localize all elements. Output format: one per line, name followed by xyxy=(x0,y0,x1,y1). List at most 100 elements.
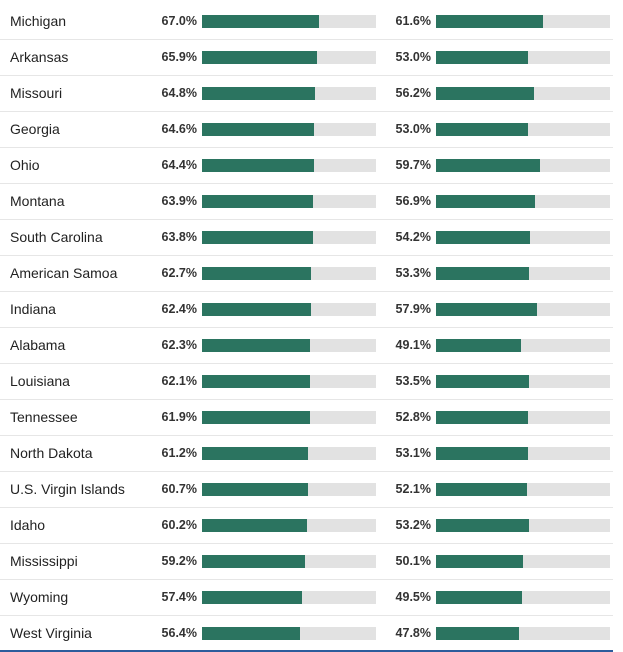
value-label-a: 61.2% xyxy=(161,446,197,460)
table-row: Arkansas 65.9% 53.0% xyxy=(0,40,613,76)
bar-track-b xyxy=(436,447,610,460)
bar-track-a xyxy=(202,87,376,100)
bar-track-a xyxy=(202,195,376,208)
bar-track-b xyxy=(436,15,610,28)
state-name: Michigan xyxy=(10,13,67,29)
bar-track-b xyxy=(436,195,610,208)
value-label-b: 50.1% xyxy=(395,554,431,568)
table-row: American Samoa 62.7% 53.3% xyxy=(0,256,613,292)
table-row: Montana 63.9% 56.9% xyxy=(0,184,613,220)
bar-fill-a xyxy=(202,87,315,100)
bar-fill-a xyxy=(202,267,312,280)
bar-fill-b xyxy=(436,267,529,280)
bar-track-a xyxy=(202,159,376,172)
state-name: Wyoming xyxy=(10,589,69,605)
bar-track-b xyxy=(436,411,610,424)
bar-track-a xyxy=(202,483,376,496)
bar-track-a xyxy=(202,267,376,280)
bar-fill-a xyxy=(202,15,319,28)
state-bar-table: Michigan 67.0% 61.6% Arkansas 65.9% 53.0% Miss… xyxy=(0,4,613,652)
bar-fill-a xyxy=(202,339,311,352)
value-label-a: 59.2% xyxy=(161,554,197,568)
value-label-b: 56.9% xyxy=(395,194,431,208)
bar-fill-b xyxy=(436,555,524,568)
bar-track-b xyxy=(436,159,610,172)
value-label-b: 59.7% xyxy=(395,158,431,172)
bar-fill-a xyxy=(202,591,302,604)
bar-track-b xyxy=(436,519,610,532)
table-row: Louisiana 62.1% 53.5% xyxy=(0,364,613,400)
state-name: Alabama xyxy=(10,337,66,353)
bar-fill-b xyxy=(436,591,523,604)
bar-fill-a xyxy=(202,447,309,460)
bar-track-a xyxy=(202,519,376,532)
table-row: Wyoming 57.4% 49.5% xyxy=(0,580,613,616)
value-label-a: 57.4% xyxy=(161,590,197,604)
bar-fill-b xyxy=(436,483,527,496)
bar-fill-b xyxy=(436,627,520,640)
bar-track-b xyxy=(436,87,610,100)
bar-fill-a xyxy=(202,51,317,64)
state-name: Tennessee xyxy=(10,409,78,425)
state-name: West Virginia xyxy=(10,625,92,641)
bar-fill-a xyxy=(202,483,308,496)
value-label-b: 52.8% xyxy=(395,410,431,424)
table-row: South Carolina 63.8% 54.2% xyxy=(0,220,613,256)
value-label-a: 64.8% xyxy=(161,86,197,100)
bar-track-b xyxy=(436,231,610,244)
bar-track-a xyxy=(202,123,376,136)
bar-track-a xyxy=(202,51,376,64)
table-row: Mississippi 59.2% 50.1% xyxy=(0,544,613,580)
value-label-a: 60.7% xyxy=(161,482,197,496)
bar-track-a xyxy=(202,231,376,244)
state-name: Montana xyxy=(10,193,65,209)
state-name: Ohio xyxy=(10,157,40,173)
state-name: American Samoa xyxy=(10,265,118,281)
state-name: Georgia xyxy=(10,121,60,137)
value-label-a: 56.4% xyxy=(161,626,197,640)
value-label-b: 53.0% xyxy=(395,122,431,136)
bar-track-a xyxy=(202,15,376,28)
bar-fill-b xyxy=(436,123,529,136)
value-label-a: 65.9% xyxy=(161,50,197,64)
state-name: South Carolina xyxy=(10,229,103,245)
bar-fill-a xyxy=(202,159,315,172)
bar-track-b xyxy=(436,627,610,640)
value-label-b: 53.5% xyxy=(395,374,431,388)
bar-fill-a xyxy=(202,231,313,244)
value-label-a: 67.0% xyxy=(161,14,197,28)
table-row: Alabama 62.3% 49.1% xyxy=(0,328,613,364)
table-row: Tennessee 61.9% 52.8% xyxy=(0,400,613,436)
value-label-b: 53.0% xyxy=(395,50,431,64)
state-name: Idaho xyxy=(10,517,46,533)
table-row: Idaho 60.2% 53.2% xyxy=(0,508,613,544)
bar-fill-b xyxy=(436,519,529,532)
value-label-b: 52.1% xyxy=(395,482,431,496)
bar-fill-b xyxy=(436,447,529,460)
bar-track-a xyxy=(202,375,376,388)
bar-track-a xyxy=(202,447,376,460)
bar-fill-a xyxy=(202,123,315,136)
bar-track-b xyxy=(436,267,610,280)
bar-track-b xyxy=(436,555,610,568)
bar-fill-b xyxy=(436,375,530,388)
bar-track-b xyxy=(436,51,610,64)
table-row: West Virginia 56.4% 47.8% xyxy=(0,616,613,652)
state-name: Indiana xyxy=(10,301,56,317)
bar-track-b xyxy=(436,339,610,352)
value-label-a: 62.1% xyxy=(161,374,197,388)
bar-fill-b xyxy=(436,159,540,172)
value-label-a: 62.3% xyxy=(161,338,197,352)
bar-track-a xyxy=(202,591,376,604)
state-name: Louisiana xyxy=(10,373,70,389)
bar-fill-a xyxy=(202,627,301,640)
value-label-a: 62.4% xyxy=(161,302,197,316)
bar-fill-a xyxy=(202,519,307,532)
bar-fill-a xyxy=(202,375,311,388)
bar-track-a xyxy=(202,303,376,316)
bar-track-a xyxy=(202,627,376,640)
value-label-b: 56.2% xyxy=(395,86,431,100)
bar-fill-a xyxy=(202,303,311,316)
table-row: Georgia 64.6% 53.0% xyxy=(0,112,613,148)
table-row: Missouri 64.8% 56.2% xyxy=(0,76,613,112)
